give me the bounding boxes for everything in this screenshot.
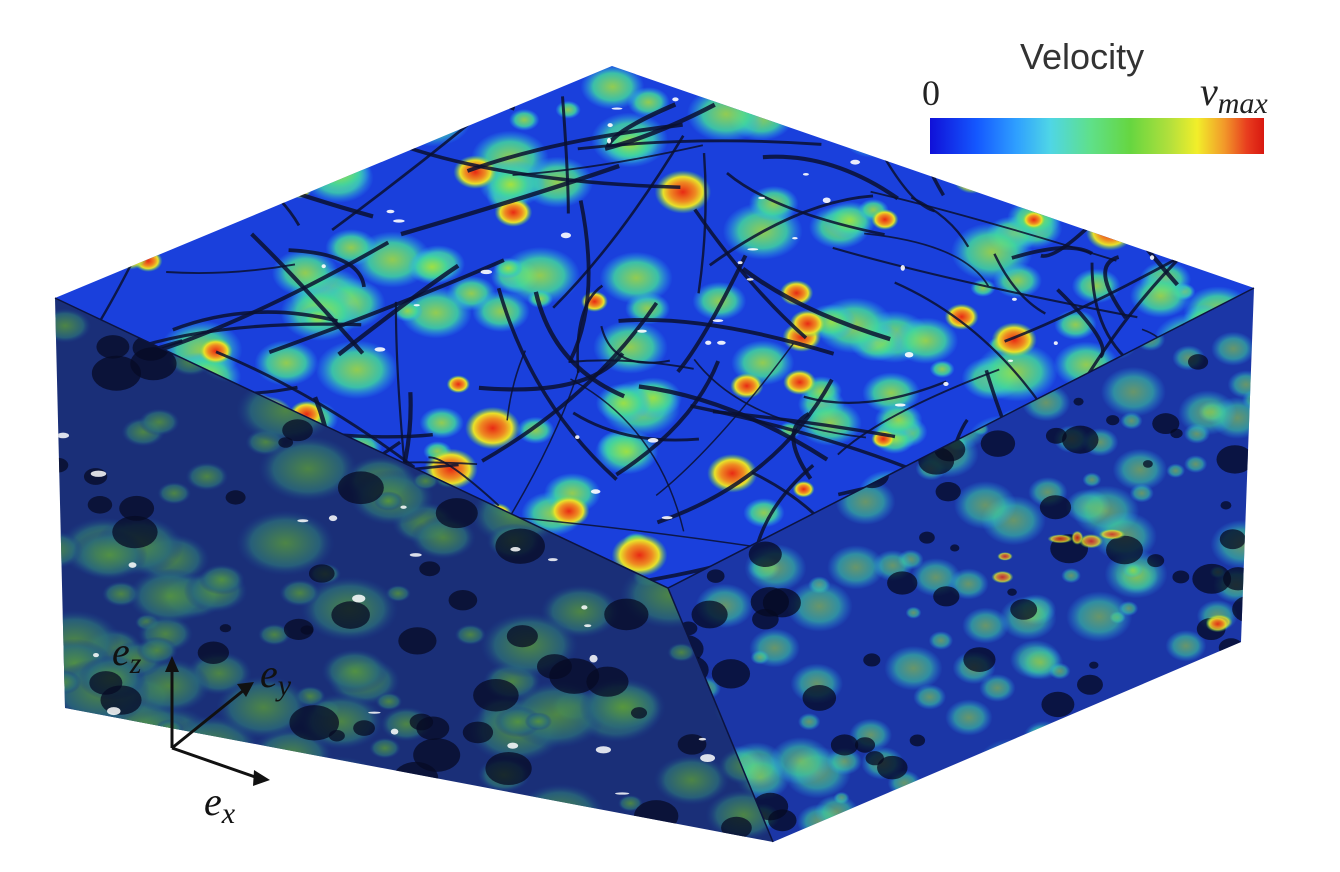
- axis-y-arrow: [171, 688, 245, 750]
- coordinate-axes: [165, 656, 270, 786]
- axis-z-label: ez: [112, 629, 142, 680]
- axis-x-label: ex: [204, 779, 236, 830]
- velocity-colorbar: [930, 118, 1264, 154]
- legend-min-label: 0: [922, 73, 940, 113]
- axis-y-label: ey: [260, 651, 292, 702]
- legend-title: Velocity: [1020, 36, 1145, 77]
- axis-x-arrow: [171, 746, 259, 780]
- legend-max-label: vmax: [1200, 69, 1268, 120]
- block-edges: [54, 287, 1255, 843]
